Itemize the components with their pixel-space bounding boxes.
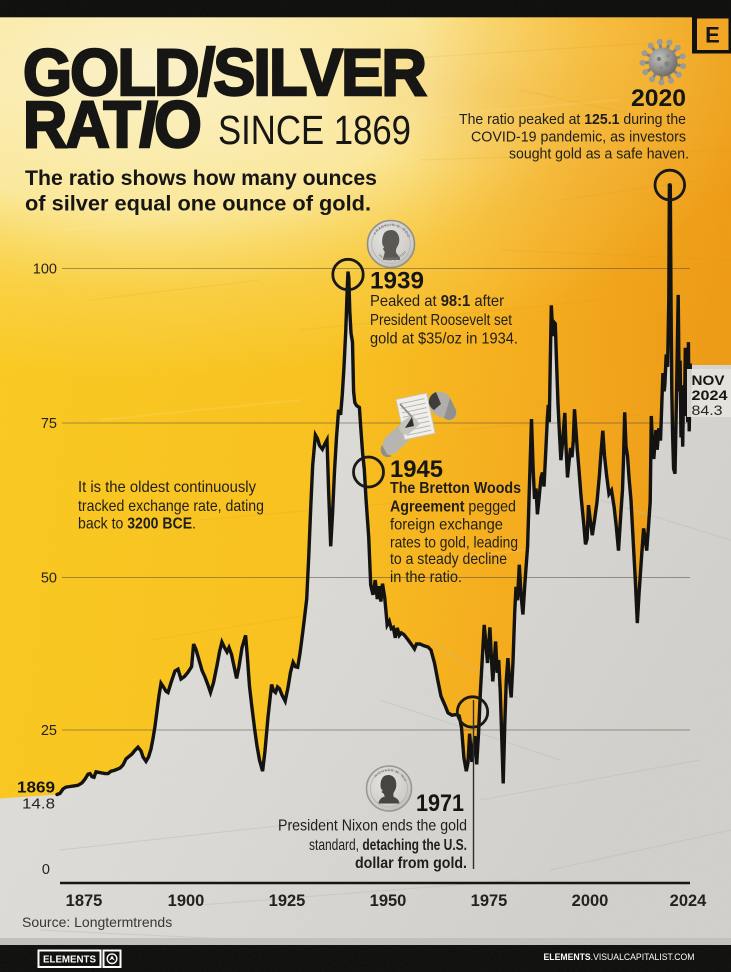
svg-text:ELEMENTS: ELEMENTS xyxy=(43,954,96,966)
svg-text:ELEMENTS.VISUALCAPITALIST.COM: ELEMENTS.VISUALCAPITALIST.COM xyxy=(544,952,695,963)
